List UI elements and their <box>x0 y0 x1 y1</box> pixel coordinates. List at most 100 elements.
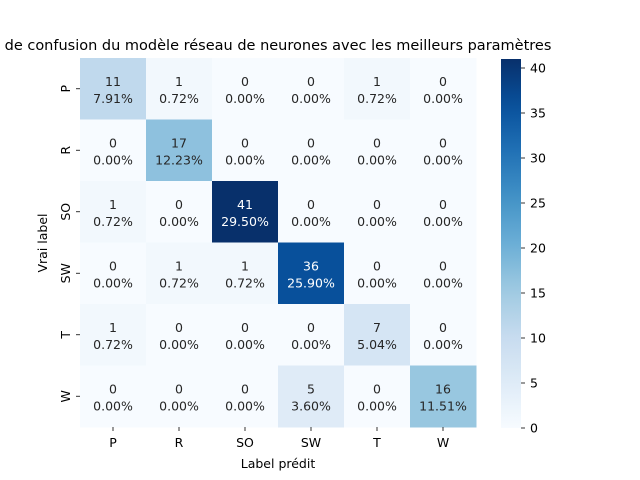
cell-count-label: 0 <box>175 320 183 335</box>
y-axis-ticks: P R SO SW T W <box>58 85 80 402</box>
heatmap-cell <box>146 58 213 120</box>
cell-percent-label: 0.00% <box>423 91 463 106</box>
heatmap-cell <box>344 365 411 428</box>
cell-count-label: 0 <box>373 258 381 273</box>
cell-percent-label: 0.72% <box>93 214 133 229</box>
cell-percent-label: 5.04% <box>357 337 397 352</box>
cell-percent-label: 0.00% <box>291 152 331 167</box>
cell-count-label: 0 <box>307 135 315 150</box>
heatmap-cell <box>146 242 213 305</box>
heatmap-cell <box>80 58 147 120</box>
x-tick-label: T <box>372 435 381 450</box>
heatmap-cell <box>212 181 279 243</box>
cell-count-label: 41 <box>237 197 253 212</box>
cell-percent-label: 11.51% <box>419 398 467 413</box>
heatmap-cell <box>410 58 477 120</box>
cell-percent-label: 12.23% <box>155 152 203 167</box>
cell-count-label: 0 <box>373 135 381 150</box>
y-tick-label: R <box>58 146 73 155</box>
y-axis-label: Vrai label <box>35 213 50 272</box>
cell-count-label: 16 <box>435 381 451 396</box>
cell-percent-label: 0.00% <box>93 275 133 290</box>
x-tick-label: W <box>437 435 449 450</box>
cell-count-label: 36 <box>303 258 319 273</box>
cell-count-label: 0 <box>307 74 315 89</box>
heatmap-cell <box>278 181 345 243</box>
heatmap-cell <box>410 119 477 182</box>
x-axis-ticks: P R SO SW T W <box>109 427 449 450</box>
colorbar-tick-label: 20 <box>530 241 546 256</box>
heatmap-cell <box>146 304 213 366</box>
colorbar-tick-label: 25 <box>530 196 546 211</box>
cell-count-label: 0 <box>439 258 447 273</box>
cell-percent-label: 3.60% <box>291 398 331 413</box>
cell-count-label: 0 <box>439 135 447 150</box>
heatmap-cell <box>278 58 345 120</box>
cell-percent-label: 7.91% <box>93 91 133 106</box>
heatmap-cell <box>80 365 147 428</box>
colorbar-ticks: 0 5 10 15 20 25 30 35 40 <box>521 61 546 436</box>
cell-count-label: 0 <box>439 197 447 212</box>
heatmap-cell <box>212 58 279 120</box>
y-tick-label: SO <box>58 203 73 221</box>
cell-count-label: 0 <box>307 197 315 212</box>
heatmap-cell <box>278 365 345 428</box>
heatmap-cell <box>410 365 477 428</box>
cell-count-label: 1 <box>175 258 183 273</box>
heatmap-cell <box>80 119 147 182</box>
cell-count-label: 0 <box>439 320 447 335</box>
heatmap-cell <box>410 242 477 305</box>
cell-count-label: 0 <box>109 258 117 273</box>
cell-percent-label: 0.00% <box>159 398 199 413</box>
x-tick-label: SW <box>301 435 321 450</box>
cell-count-label: 1 <box>109 320 117 335</box>
heatmap-cell <box>410 304 477 366</box>
cell-count-label: 0 <box>373 197 381 212</box>
cell-count-label: 0 <box>241 381 249 396</box>
cell-percent-label: 0.72% <box>159 275 199 290</box>
cell-percent-label: 0.72% <box>225 275 265 290</box>
cell-count-label: 5 <box>307 381 315 396</box>
cell-count-label: 1 <box>175 74 183 89</box>
cell-count-label: 0 <box>307 320 315 335</box>
cell-percent-label: 0.00% <box>357 398 397 413</box>
heatmap-cell <box>278 119 345 182</box>
cell-count-label: 0 <box>241 135 249 150</box>
heatmap-cell <box>80 304 147 366</box>
cell-percent-label: 0.00% <box>423 152 463 167</box>
heatmap-cell <box>344 242 411 305</box>
cell-count-label: 0 <box>241 74 249 89</box>
x-tick-label: R <box>175 435 184 450</box>
cell-count-label: 0 <box>439 74 447 89</box>
heatmap-cell <box>278 242 345 305</box>
cell-percent-label: 0.00% <box>357 275 397 290</box>
cell-percent-label: 0.00% <box>225 398 265 413</box>
heatmap-cell <box>278 304 345 366</box>
x-axis-label: Label prédit <box>241 456 316 471</box>
cell-percent-label: 0.00% <box>291 91 331 106</box>
heatmap-cell <box>344 181 411 243</box>
heatmap-cell <box>212 304 279 366</box>
heatmap-cell <box>212 119 279 182</box>
cell-count-label: 0 <box>109 381 117 396</box>
heatmap-cell <box>80 242 147 305</box>
cell-percent-label: 0.00% <box>159 214 199 229</box>
cell-percent-label: 0.00% <box>423 214 463 229</box>
x-tick-label: P <box>109 435 117 450</box>
heatmap-cell <box>344 304 411 366</box>
cell-percent-label: 29.50% <box>221 214 269 229</box>
colorbar-tick-label: 35 <box>530 106 546 121</box>
colorbar-tick-label: 5 <box>530 376 538 391</box>
cell-count-label: 0 <box>175 381 183 396</box>
cell-count-label: 0 <box>109 135 117 150</box>
cell-count-label: 11 <box>105 74 121 89</box>
colorbar-tick-label: 40 <box>530 61 546 76</box>
x-tick-label: SO <box>236 435 254 450</box>
cell-percent-label: 0.00% <box>225 91 265 106</box>
cell-percent-label: 0.00% <box>423 275 463 290</box>
cell-percent-label: 0.00% <box>357 214 397 229</box>
cell-percent-label: 0.00% <box>357 152 397 167</box>
cell-count-label: 1 <box>109 197 117 212</box>
colorbar-tick-label: 15 <box>530 286 546 301</box>
